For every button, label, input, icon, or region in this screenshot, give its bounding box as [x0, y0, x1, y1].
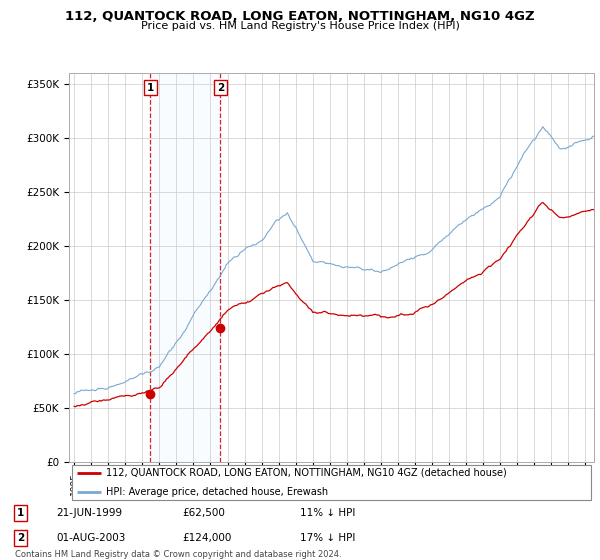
Text: HPI: Average price, detached house, Erewash: HPI: Average price, detached house, Erew… — [106, 487, 328, 497]
Text: 21-JUN-1999: 21-JUN-1999 — [56, 508, 122, 518]
Text: 11% ↓ HPI: 11% ↓ HPI — [300, 508, 355, 518]
FancyBboxPatch shape — [71, 465, 592, 500]
Text: £124,000: £124,000 — [182, 533, 232, 543]
Text: 112, QUANTOCK ROAD, LONG EATON, NOTTINGHAM, NG10 4GZ (detached house): 112, QUANTOCK ROAD, LONG EATON, NOTTINGH… — [106, 468, 506, 478]
Text: 112, QUANTOCK ROAD, LONG EATON, NOTTINGHAM, NG10 4GZ: 112, QUANTOCK ROAD, LONG EATON, NOTTINGH… — [65, 10, 535, 23]
Bar — [151, 73, 220, 462]
Text: 01-AUG-2003: 01-AUG-2003 — [56, 533, 125, 543]
Text: 1: 1 — [146, 82, 154, 92]
Text: Price paid vs. HM Land Registry's House Price Index (HPI): Price paid vs. HM Land Registry's House … — [140, 21, 460, 31]
Text: 2: 2 — [217, 82, 224, 92]
Text: 2: 2 — [17, 533, 25, 543]
Text: 17% ↓ HPI: 17% ↓ HPI — [300, 533, 355, 543]
Text: Contains HM Land Registry data © Crown copyright and database right 2024.
This d: Contains HM Land Registry data © Crown c… — [15, 550, 341, 560]
Text: £62,500: £62,500 — [182, 508, 225, 518]
Text: 1: 1 — [17, 508, 25, 518]
